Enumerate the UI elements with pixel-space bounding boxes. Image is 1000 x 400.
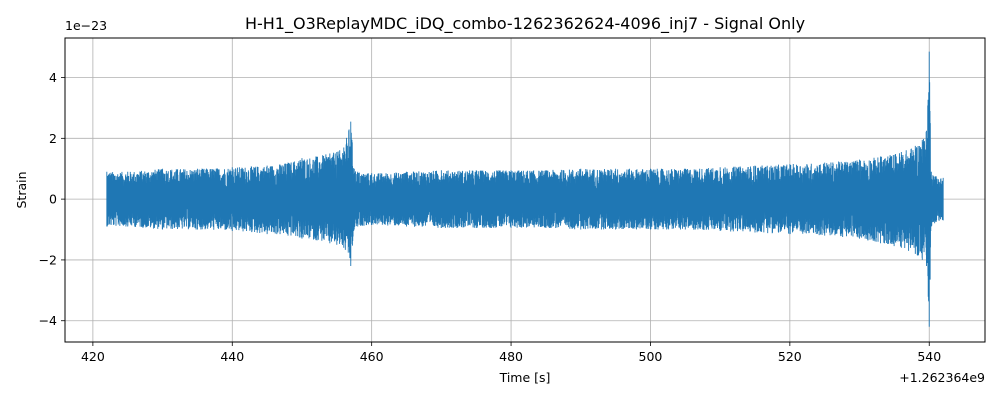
plot-frame	[64, 37, 986, 343]
series-group	[106, 51, 944, 327]
y-tick-label: 0	[49, 192, 57, 207]
y-axis-scale-label: 1e−23	[65, 18, 107, 33]
x-tick-label: 460	[360, 349, 384, 364]
x-tick-label: 440	[220, 349, 244, 364]
x-tick-label: 540	[917, 349, 941, 364]
x-axis-label: Time [s]	[499, 370, 551, 385]
x-tick-label: 480	[499, 349, 523, 364]
strain-series-line	[106, 51, 944, 327]
y-tick-label: −4	[39, 313, 57, 328]
y-axis-label: Strain	[14, 171, 29, 208]
x-axis: 420 440 460 480 500 520 540	[81, 342, 941, 364]
y-tick-label: 2	[49, 131, 57, 146]
x-tick-label: 500	[639, 349, 663, 364]
y-tick-label: −2	[39, 252, 57, 267]
y-axis: −4 −2 0 2 4	[39, 70, 65, 328]
x-tick-label: 420	[81, 349, 105, 364]
chart-title: H-H1_O3ReplayMDC_iDQ_combo-1262362624-40…	[245, 14, 805, 34]
x-tick-label: 520	[778, 349, 802, 364]
y-tick-label: 4	[49, 70, 57, 85]
x-axis-offset-label: +1.262364e9	[899, 370, 985, 385]
